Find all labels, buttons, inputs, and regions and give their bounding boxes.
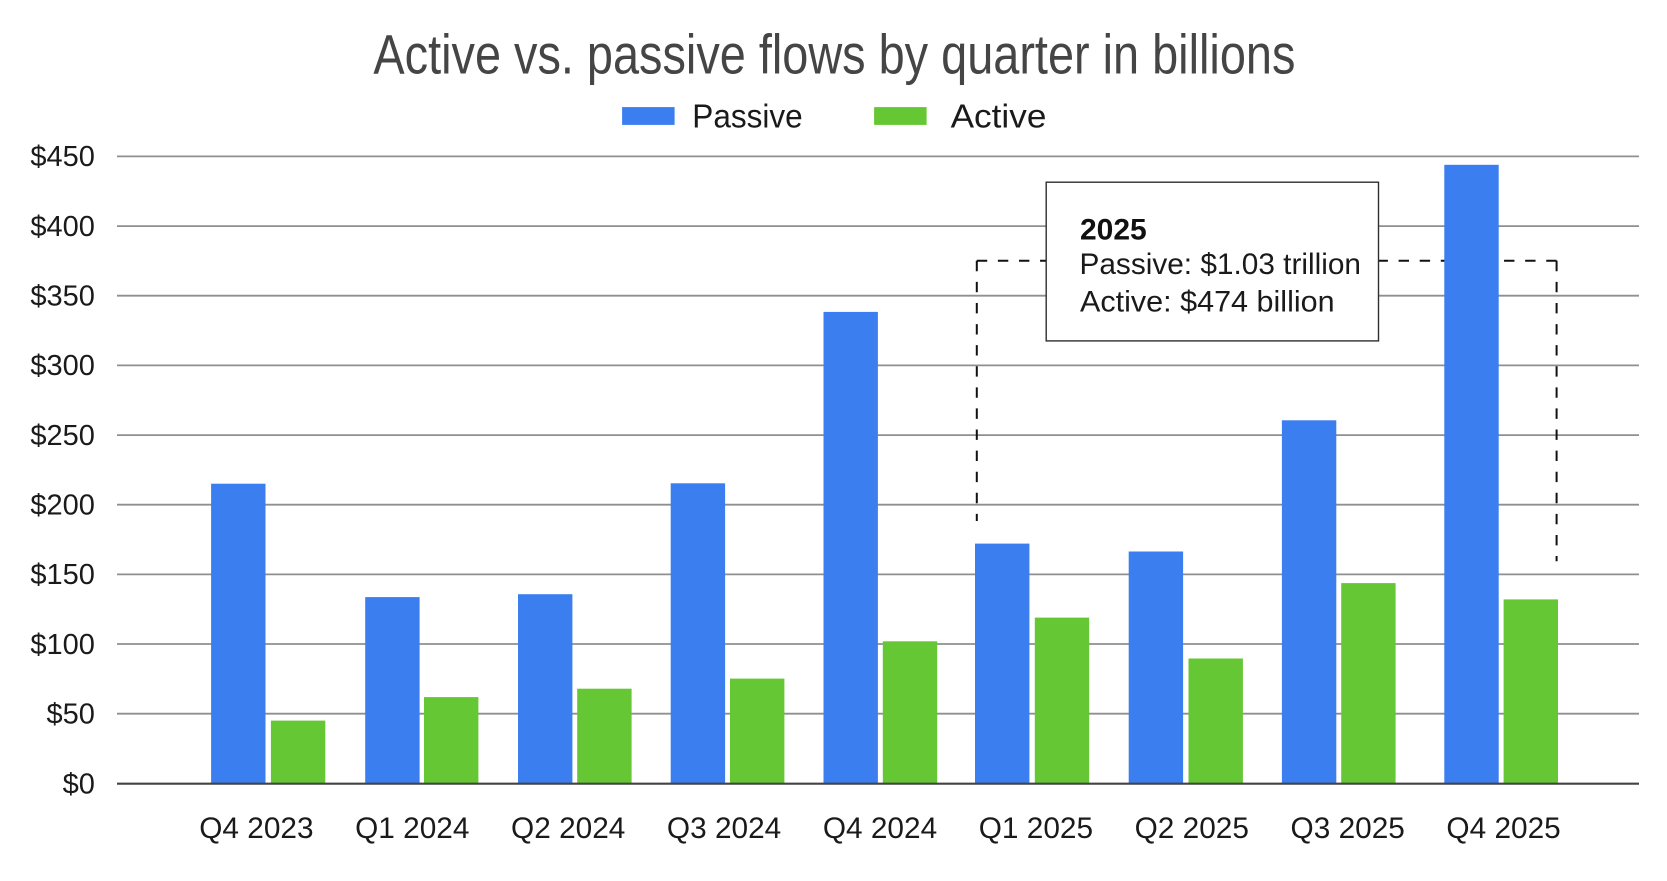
svg-text:Q2 2025: Q2 2025 bbox=[1135, 812, 1249, 845]
svg-text:$400: $400 bbox=[30, 211, 95, 243]
svg-text:$250: $250 bbox=[30, 420, 95, 452]
svg-text:Active: Active bbox=[951, 98, 1047, 135]
svg-text:2025: 2025 bbox=[1080, 214, 1147, 247]
svg-text:Q4 2025: Q4 2025 bbox=[1446, 812, 1560, 845]
svg-text:$100: $100 bbox=[30, 629, 95, 661]
svg-text:$450: $450 bbox=[30, 141, 95, 173]
svg-text:$50: $50 bbox=[47, 699, 95, 731]
svg-text:Passive: Passive bbox=[692, 98, 802, 135]
svg-text:Q2 2024: Q2 2024 bbox=[511, 812, 625, 845]
svg-text:$200: $200 bbox=[30, 490, 95, 522]
svg-text:Active vs. passive flows by qu: Active vs. passive flows by quarter in b… bbox=[373, 22, 1295, 85]
svg-text:Q4 2023: Q4 2023 bbox=[199, 812, 313, 845]
svg-text:$0: $0 bbox=[63, 768, 95, 800]
svg-text:$350: $350 bbox=[30, 281, 95, 313]
svg-text:Active: $474 billion: Active: $474 billion bbox=[1080, 285, 1335, 318]
svg-text:Q3 2025: Q3 2025 bbox=[1291, 812, 1405, 845]
svg-text:Passive: $1.03 trillion: Passive: $1.03 trillion bbox=[1080, 248, 1362, 281]
svg-text:Q1 2025: Q1 2025 bbox=[979, 812, 1093, 845]
svg-text:Q3 2024: Q3 2024 bbox=[667, 812, 781, 845]
svg-text:$150: $150 bbox=[30, 559, 95, 591]
svg-text:$300: $300 bbox=[30, 350, 95, 382]
svg-text:Q4 2024: Q4 2024 bbox=[823, 812, 937, 845]
svg-text:Q1 2024: Q1 2024 bbox=[355, 812, 469, 845]
